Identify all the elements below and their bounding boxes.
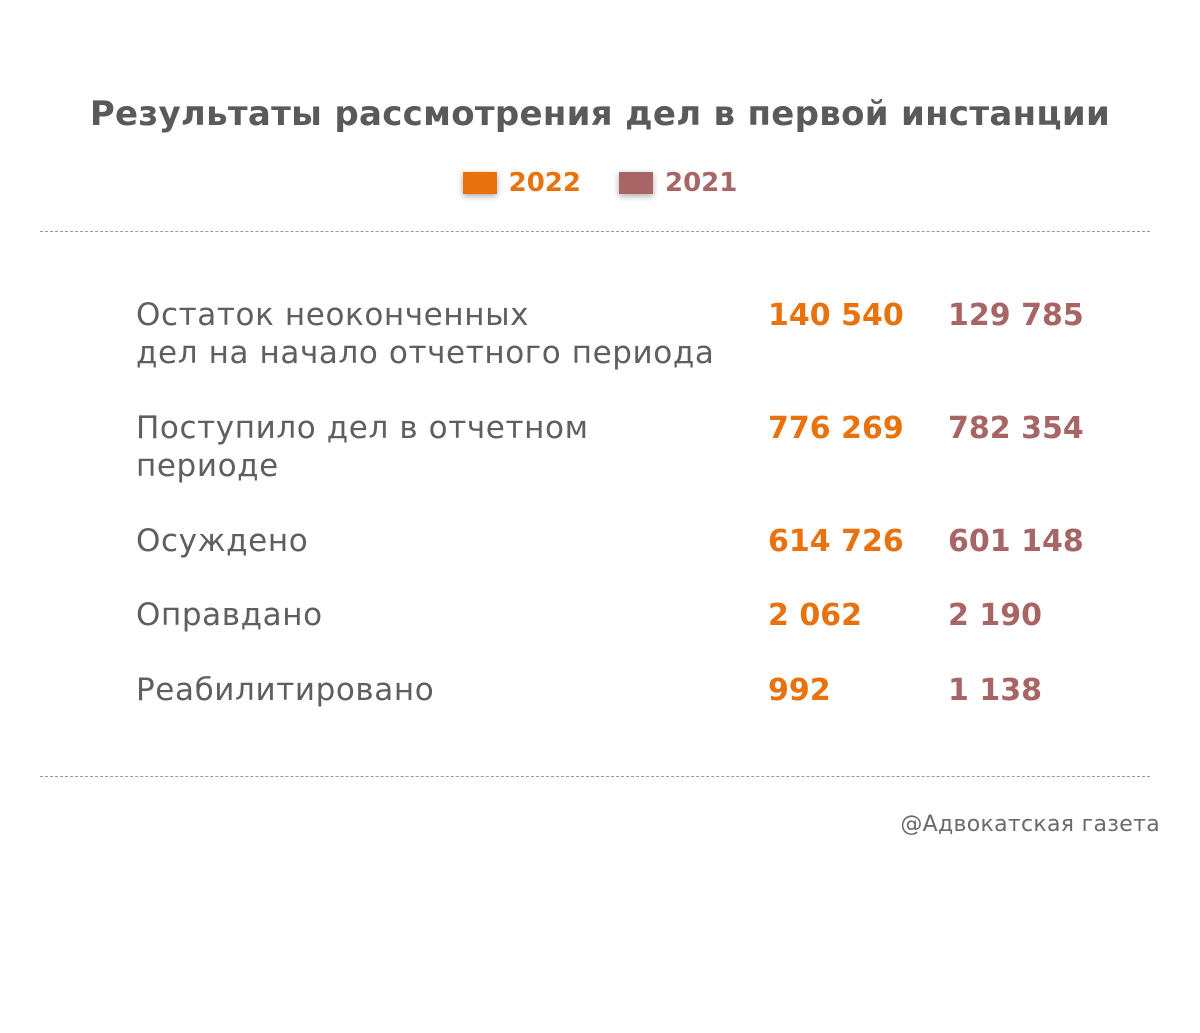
legend-item-2022: 2022 [462, 168, 581, 198]
legend-swatch-2022 [462, 172, 497, 194]
row-label: Оправдано [136, 597, 323, 633]
value-2022: 992 [768, 673, 831, 708]
row-label: Реабилитировано [136, 672, 435, 708]
source-credit: @Адвокатская газета [900, 812, 1160, 837]
legend-item-2021: 2021 [619, 168, 737, 198]
value-2022: 776 269 [768, 411, 904, 446]
value-2022: 140 540 [768, 298, 904, 333]
value-2022: 614 726 [768, 524, 904, 559]
value-2021: 2 190 [948, 598, 1042, 633]
legend-label-2021: 2021 [665, 168, 738, 198]
value-2021: 782 354 [948, 411, 1084, 446]
legend-swatch-2021 [619, 172, 653, 194]
row-label: Осуждено [136, 523, 309, 559]
bottom-divider [40, 776, 1150, 777]
row-label: Остаток неоконченных дел на начало отчет… [136, 297, 715, 371]
chart-title: Результаты рассмотрения дел в первой инс… [89, 94, 1111, 134]
value-2021: 1 138 [948, 673, 1042, 708]
legend-label-2022: 2022 [508, 168, 581, 198]
row-label: Поступило дел в отчетном периоде [136, 410, 589, 484]
value-2021: 601 148 [948, 524, 1084, 559]
value-2021: 129 785 [948, 298, 1084, 333]
value-2022: 2 062 [768, 598, 862, 633]
legend: 2022 2021 [0, 168, 1200, 198]
top-divider [40, 231, 1150, 232]
